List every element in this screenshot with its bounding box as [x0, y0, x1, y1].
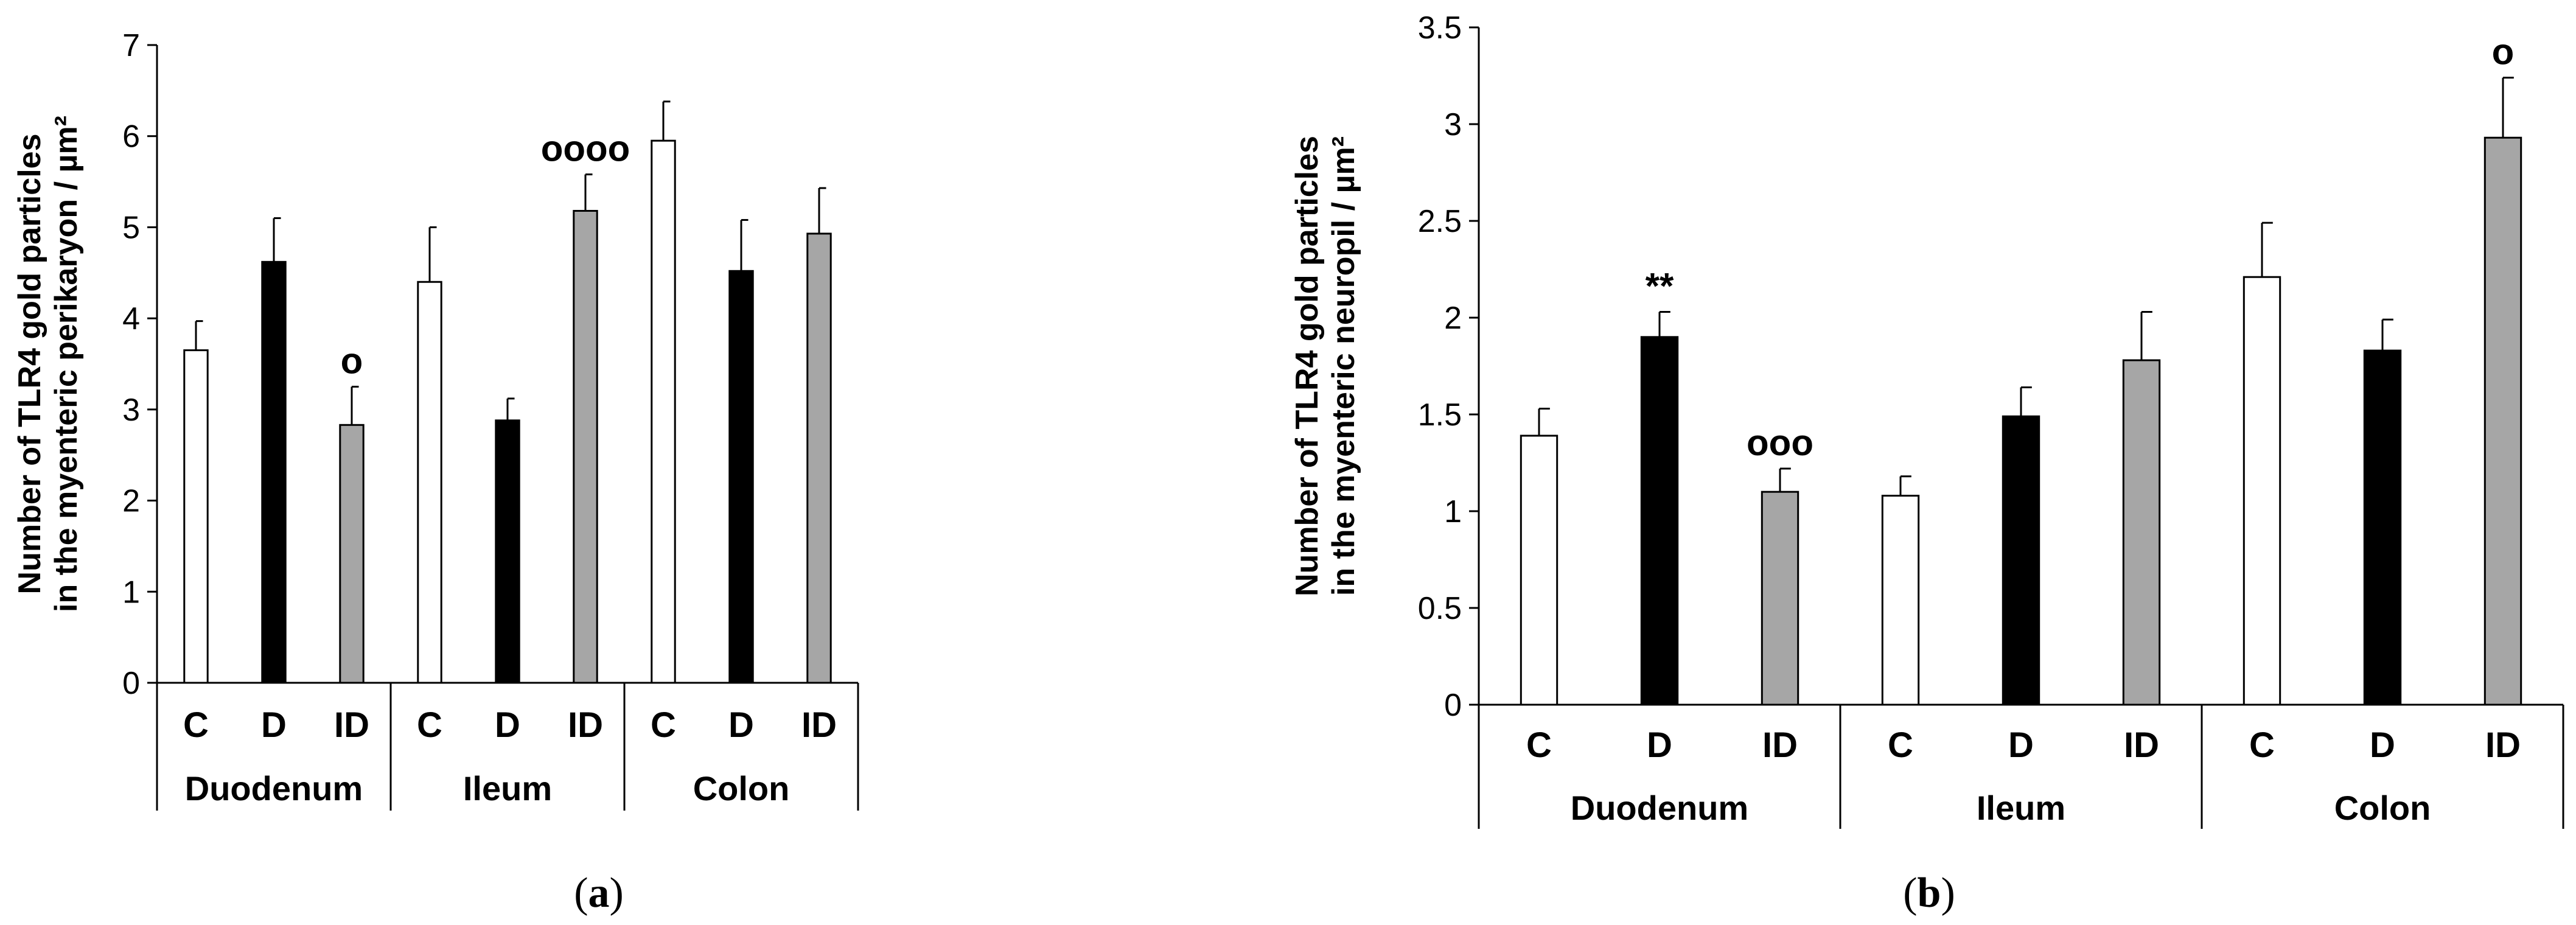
y-axis-label: in the myenteric perikaryon / µm² — [49, 116, 84, 612]
group-label: Duodenum — [1571, 789, 1748, 827]
y-tick-label: 2 — [122, 484, 140, 519]
y-tick-label: 2.5 — [1418, 204, 1462, 239]
group-label: Colon — [2334, 789, 2431, 827]
bar-ileum-d — [2002, 415, 2040, 706]
y-axis-label: in the myenteric neuropil / µm² — [1326, 136, 1361, 596]
chart-a: 0 1 2 3 4 5 6 7 Number of TLR4 gold particles in … — [12, 28, 859, 916]
bar-duodenum-id — [1761, 490, 1799, 706]
category-label: D — [2008, 725, 2034, 765]
bar-duodenum-d — [261, 260, 287, 684]
group-label: Duodenum — [185, 769, 363, 808]
category-label: C — [417, 705, 442, 745]
category-label: D — [2370, 725, 2395, 765]
caption-close: ) — [1941, 870, 1955, 916]
y-tick-label: 0 — [1444, 688, 1462, 723]
significance-mark: o — [2492, 32, 2515, 72]
category-label: ID — [801, 705, 837, 745]
bar-ileum-id — [573, 209, 598, 684]
y-axis-label: Number of TLR4 gold particles — [12, 134, 47, 595]
significance-mark: oooo — [541, 128, 630, 169]
bar-duodenum-d — [1640, 336, 1679, 706]
bar-colon-d — [2363, 349, 2402, 706]
category-label: C — [1526, 725, 1552, 765]
category-label: D — [261, 705, 287, 745]
category-label: D — [728, 705, 754, 745]
y-tick-label: 2 — [1444, 301, 1462, 336]
y-tick-label: 3 — [122, 393, 140, 428]
y-tick-label: 3.5 — [1418, 10, 1462, 46]
category-label: ID — [2124, 725, 2159, 765]
significance-mark: ooo — [1747, 422, 1813, 463]
panel-caption: (b) — [1903, 870, 1955, 916]
category-label: C — [183, 705, 209, 745]
significance-mark: ** — [1646, 265, 1674, 306]
category-label: ID — [2485, 725, 2521, 765]
y-tick-label: 6 — [122, 119, 140, 155]
category-label: ID — [1762, 725, 1798, 765]
y-tick-label: 7 — [122, 28, 140, 63]
caption-letter: a — [588, 870, 610, 916]
bar-colon-id — [2484, 136, 2522, 706]
significance-mark: o — [341, 340, 363, 381]
group-label: Ileum — [463, 769, 552, 808]
y-tick-label: 4 — [122, 301, 140, 337]
chart-b: 0 0.5 1 1.5 2 2.5 3 3.5 Number of TLR4 gold part… — [1290, 10, 2564, 916]
group-label: Ileum — [1977, 789, 2065, 827]
bar-duodenum-c — [1520, 435, 1559, 706]
y-tick-label: 1 — [122, 574, 140, 610]
bar-colon-c — [2243, 276, 2281, 706]
y-axis-label: Number of TLR4 gold particles — [1290, 136, 1325, 596]
category-label: ID — [568, 705, 603, 745]
bar-colon-d — [728, 270, 754, 684]
y-tick-label: 0.5 — [1418, 591, 1462, 626]
y-tick-label: 5 — [122, 210, 140, 245]
group-label: Colon — [693, 769, 790, 808]
caption-open: ( — [574, 870, 588, 916]
category-label: D — [1647, 725, 1672, 765]
category-label: C — [1888, 725, 1913, 765]
bar-ileum-c — [1881, 495, 1920, 706]
bar-ileum-id — [2122, 359, 2161, 706]
caption-open: ( — [1903, 870, 1917, 916]
panel-caption: (a) — [574, 870, 624, 916]
y-tick-label: 1.5 — [1418, 397, 1462, 433]
bar-duodenum-id — [339, 424, 365, 684]
bar-duodenum-c — [183, 349, 209, 684]
bar-ileum-d — [495, 419, 520, 684]
category-label: ID — [334, 705, 369, 745]
bar-colon-id — [806, 232, 832, 684]
bar-colon-c — [651, 139, 676, 684]
y-tick-label: 3 — [1444, 107, 1462, 142]
caption-close: ) — [610, 870, 624, 916]
category-label: C — [651, 705, 676, 745]
bar-ileum-c — [417, 281, 442, 684]
y-tick-label: 0 — [122, 666, 140, 701]
y-tick-label: 1 — [1444, 494, 1462, 529]
category-label: D — [495, 705, 520, 745]
caption-letter: b — [1918, 870, 1941, 916]
category-label: C — [2249, 725, 2275, 765]
